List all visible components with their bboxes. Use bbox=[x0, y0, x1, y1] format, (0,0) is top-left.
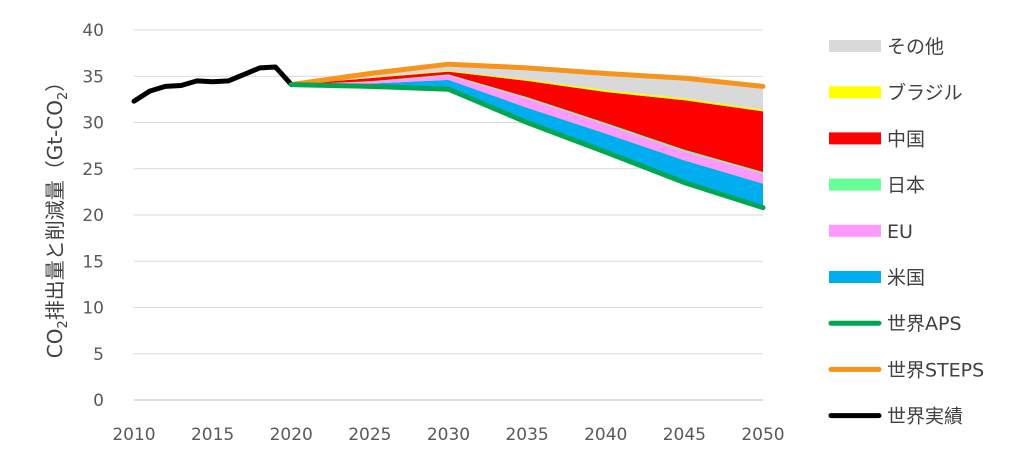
legend-label: ブラジル bbox=[887, 81, 963, 104]
legend-swatch bbox=[829, 86, 881, 99]
x-tick-label: 2050 bbox=[741, 425, 784, 445]
y-tick-label: 10 bbox=[82, 299, 104, 319]
y-tick-label: 5 bbox=[93, 345, 104, 365]
legend-label: その他 bbox=[887, 36, 944, 58]
legend-label: 世界実績 bbox=[887, 406, 963, 428]
emission-lines bbox=[131, 61, 766, 211]
legend-label: EU bbox=[887, 221, 913, 243]
area-その他 bbox=[291, 64, 763, 110]
y-tick-label: 0 bbox=[93, 391, 104, 411]
legend-swatch bbox=[829, 271, 881, 283]
x-tick-label: 2045 bbox=[663, 425, 706, 445]
line-世界APS bbox=[288, 82, 766, 211]
x-tick-label: 2010 bbox=[112, 425, 155, 445]
legend-swatch bbox=[829, 178, 881, 191]
y-tick-label: 15 bbox=[82, 252, 104, 272]
reduction-areas bbox=[291, 64, 763, 208]
x-tick-label: 2040 bbox=[584, 425, 627, 445]
gridlines bbox=[134, 29, 763, 401]
y-tick-label: 25 bbox=[82, 160, 104, 180]
legend-label: 米国 bbox=[887, 267, 925, 289]
legend-swatch bbox=[829, 132, 881, 145]
y-tick-label: 30 bbox=[82, 114, 104, 134]
x-tick-label: 2035 bbox=[505, 425, 548, 445]
legend-label: 世界APS bbox=[887, 313, 962, 335]
x-tick-label: 2030 bbox=[427, 425, 470, 445]
y-tick-label: 20 bbox=[82, 206, 104, 226]
y-tick-label: 35 bbox=[82, 67, 104, 87]
area-中国 bbox=[291, 71, 763, 172]
x-tick-label: 2015 bbox=[191, 425, 234, 445]
x-tick-label: 2025 bbox=[348, 425, 391, 445]
x-tick-label: 2020 bbox=[270, 425, 313, 445]
line-世界実績 bbox=[131, 64, 294, 104]
y-tick-label: 40 bbox=[82, 21, 104, 41]
legend-swatch bbox=[829, 40, 881, 52]
legend-swatch bbox=[829, 224, 881, 237]
legend-label: 世界STEPS bbox=[887, 359, 984, 381]
legend-label: 中国 bbox=[887, 128, 925, 150]
y-axis-label: CO2排出量と削減量（Gt-CO2） bbox=[43, 72, 71, 359]
line-世界STEPS bbox=[288, 61, 766, 89]
legend-label: 日本 bbox=[887, 175, 925, 197]
